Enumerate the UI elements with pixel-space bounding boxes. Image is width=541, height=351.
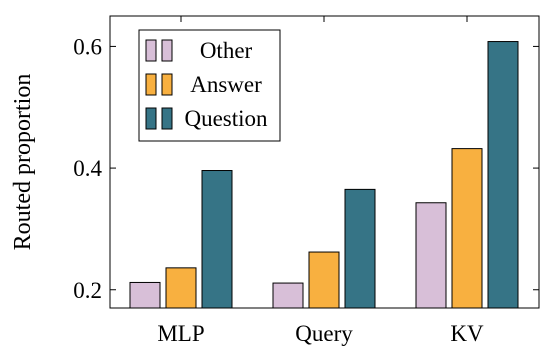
- legend-label-answer: Answer: [190, 72, 262, 97]
- legend-swatch-answer: [145, 73, 157, 96]
- bar-group: [129, 41, 519, 309]
- x-tick-label: MLP: [157, 321, 204, 346]
- x-tick-labels: MLP Query KV: [157, 321, 484, 346]
- legend-swatch-answer: [161, 73, 173, 96]
- bar-other-mlp: [129, 281, 161, 309]
- y-axis-label: Routed proportion: [10, 74, 36, 251]
- legend-swatch-question: [161, 107, 173, 130]
- legend-swatch-other: [145, 39, 157, 62]
- x-tick-label: KV: [450, 321, 484, 346]
- bar-answer-mlp: [165, 267, 197, 309]
- bar-question-query: [344, 188, 376, 309]
- y-tick-label: 0.4: [73, 156, 102, 181]
- y-tick-label: 0.6: [73, 34, 102, 59]
- y-tick-labels: 0.2 0.4 0.6: [73, 34, 102, 302]
- x-tick-label: Query: [295, 321, 353, 346]
- bar-other-kv: [415, 202, 447, 309]
- legend-swatch-other: [161, 39, 173, 62]
- bar-other-query: [272, 282, 304, 309]
- legend: Other Answer Question: [138, 29, 281, 142]
- legend-label-other: Other: [200, 38, 253, 63]
- bar-answer-query: [308, 251, 340, 309]
- legend-label-question: Question: [184, 106, 268, 131]
- bar-question-mlp: [201, 170, 233, 309]
- y-tick-label: 0.2: [73, 278, 102, 303]
- bar-answer-kv: [451, 148, 483, 309]
- legend-swatch-question: [145, 107, 157, 130]
- bar-question-kv: [487, 41, 519, 309]
